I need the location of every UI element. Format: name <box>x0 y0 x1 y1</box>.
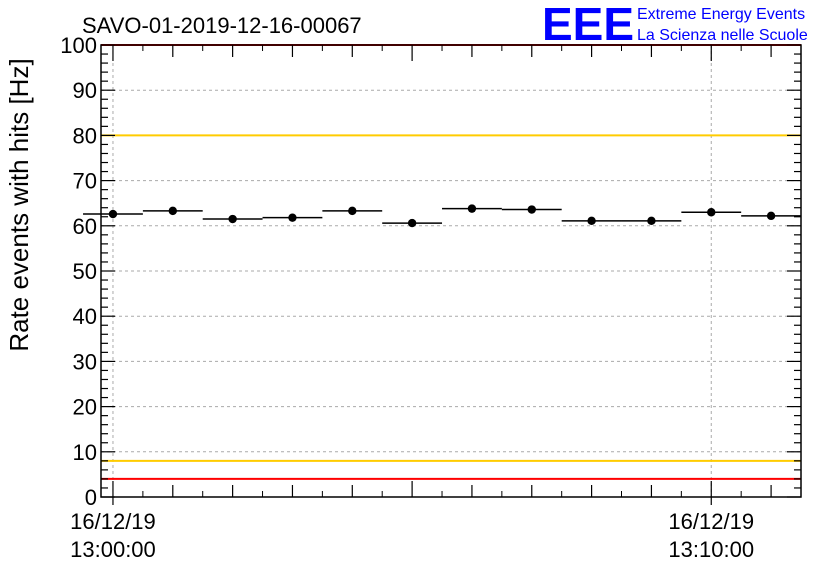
data-point-9 <box>647 216 656 226</box>
data-point-8 <box>587 216 596 226</box>
data-point-7 <box>527 205 536 214</box>
data-point-6 <box>467 204 477 213</box>
y-tick-label-10: 10 <box>73 440 97 465</box>
data-point-1 <box>168 206 177 216</box>
y-tick-label-80: 80 <box>73 123 97 148</box>
data-point-0 <box>108 209 118 219</box>
logo-line-2: La Scienza nelle Scuole <box>637 27 808 44</box>
y-tick-label-0: 0 <box>85 485 97 510</box>
logo-mark: EEE <box>542 0 634 50</box>
data-point-10 <box>707 208 716 217</box>
grid <box>101 45 801 497</box>
y-tick-label-70: 70 <box>73 169 97 194</box>
chart-title: SAVO-01-2019-12-16-00067 <box>82 13 362 38</box>
data-point-2 <box>228 214 237 224</box>
x-tick-label-time-10: 13:10:00 <box>668 537 754 562</box>
data-point-11 <box>766 211 776 221</box>
y-tick-label-20: 20 <box>73 395 97 420</box>
logo-line-1: Extreme Energy Events <box>637 6 805 23</box>
data-point-3 <box>288 213 297 222</box>
axes: 0 10 20 30 40 50 60 70 80 90 100 16/12/19 13:00:00 16… <box>60 33 802 562</box>
eee-logo: EEE Extreme Energy Events La Scienza nel… <box>542 0 808 50</box>
x-tick-label-date-0: 16/12/19 <box>70 509 156 534</box>
y-tick-label-100: 100 <box>60 33 97 58</box>
x-tick-label-date-10: 16/12/19 <box>668 509 754 534</box>
x-tick-label-time-0: 13:00:00 <box>70 537 156 562</box>
y-tick-label-60: 60 <box>73 214 97 239</box>
reference-lines <box>101 44 801 480</box>
y-axis-label: Rate events with hits [Hz] <box>4 58 34 351</box>
y-tick-label-90: 90 <box>73 78 97 103</box>
data-series <box>83 204 801 228</box>
data-point-4 <box>348 206 357 216</box>
y-tick-label-40: 40 <box>73 304 97 329</box>
data-point-5 <box>407 218 417 228</box>
y-tick-label-30: 30 <box>73 349 97 374</box>
y-tick-label-50: 50 <box>73 259 97 284</box>
